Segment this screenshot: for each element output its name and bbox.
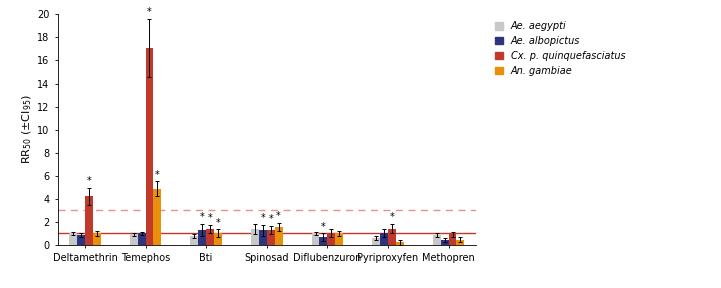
Text: *: * (321, 221, 326, 232)
Text: *: * (147, 7, 152, 17)
Text: *: * (208, 213, 213, 223)
Bar (396, 242, 404, 245)
Y-axis label: RR$_{50}$ (±CI$_{95}$): RR$_{50}$ (±CI$_{95}$) (21, 95, 34, 164)
Text: *: * (276, 211, 281, 221)
Bar (335, 233, 343, 245)
Bar (198, 230, 206, 245)
Text: *: * (200, 212, 205, 222)
Bar (85, 196, 93, 245)
Bar (433, 235, 441, 245)
Bar (138, 233, 146, 245)
Bar (388, 229, 396, 245)
Legend: Ae. aegypti, Ae. albopictus, Cx. p. quinquefasciatus, An. gambiae: Ae. aegypti, Ae. albopictus, Cx. p. quin… (493, 19, 627, 78)
Bar (251, 229, 259, 245)
Bar (206, 229, 214, 245)
Text: *: * (216, 217, 221, 228)
Bar (372, 238, 380, 245)
Text: *: * (87, 176, 92, 186)
Bar (146, 48, 154, 245)
Bar (69, 233, 77, 245)
Bar (190, 236, 198, 245)
Bar (441, 240, 448, 245)
Text: *: * (155, 170, 160, 180)
Bar (311, 233, 319, 245)
Bar (456, 240, 464, 245)
Bar (448, 234, 456, 245)
Text: *: * (389, 212, 394, 222)
Bar (93, 233, 101, 245)
Bar (259, 230, 267, 245)
Bar (77, 235, 85, 245)
Bar (130, 234, 138, 245)
Bar (380, 233, 388, 245)
Bar (154, 189, 162, 245)
Bar (275, 227, 283, 245)
Bar (214, 233, 222, 245)
Text: *: * (268, 214, 273, 224)
Text: *: * (260, 213, 265, 223)
Bar (319, 237, 327, 245)
Bar (327, 233, 335, 245)
Bar (267, 230, 275, 245)
